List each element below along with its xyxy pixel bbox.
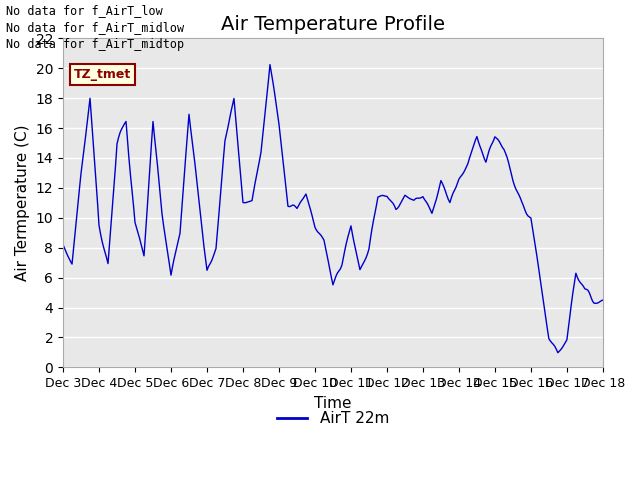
Legend: AirT 22m: AirT 22m — [271, 405, 395, 432]
Text: TZ_tmet: TZ_tmet — [74, 68, 131, 81]
Y-axis label: Air Termperature (C): Air Termperature (C) — [15, 125, 30, 281]
Text: No data for f_AirT_midtop: No data for f_AirT_midtop — [6, 38, 184, 51]
Title: Air Temperature Profile: Air Temperature Profile — [221, 15, 445, 34]
Text: No data for f_AirT_midlow: No data for f_AirT_midlow — [6, 21, 184, 34]
X-axis label: Time: Time — [314, 396, 352, 410]
Text: No data for f_AirT_low: No data for f_AirT_low — [6, 4, 163, 17]
